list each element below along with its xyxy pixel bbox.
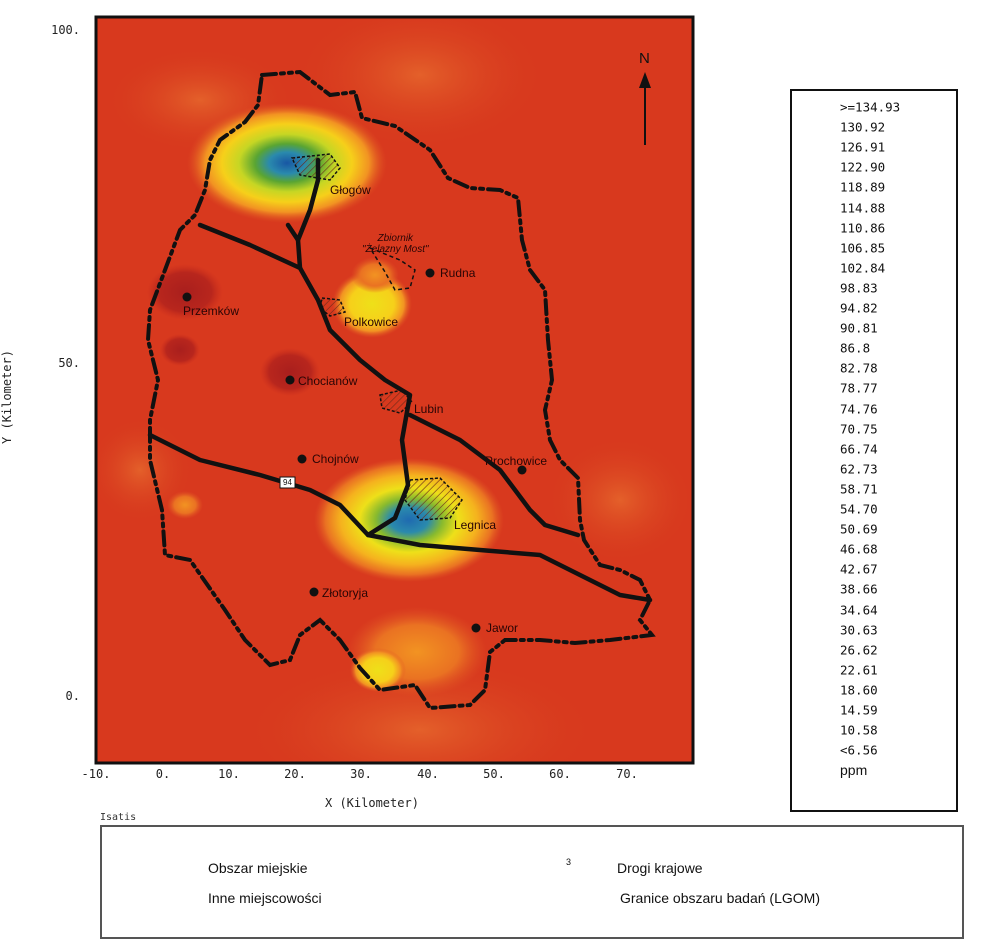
legend-boundary-label: Granice obszaru badań (LGOM) — [620, 890, 820, 906]
place-label-przemkow: Przemków — [183, 304, 240, 318]
study-boundary — [145, 69, 656, 711]
colorbar-level-label: 78.77 — [840, 380, 878, 396]
x-tick-label: -10. — [81, 767, 111, 781]
colorbar-level-label: 26.62 — [840, 642, 878, 658]
colorbar-level-label: 54.70 — [840, 501, 878, 517]
legend-places-label: Inne miejscowości — [208, 890, 322, 906]
x-tick-label: 60. — [549, 767, 571, 781]
colorbar-level-label: 118.89 — [840, 179, 886, 195]
legend-road-sign-label: 3 — [566, 857, 572, 867]
colorbar-level-label: 30.63 — [840, 622, 878, 638]
software-label: Isatis — [100, 812, 137, 823]
colorbar-level-label: 98.83 — [840, 280, 878, 296]
colorbar-level-label: 86.8 — [840, 340, 871, 356]
y-tick-label: 50. — [58, 356, 80, 370]
legend-urban-label: Obszar miejskie — [208, 860, 308, 876]
colorbar-level-label: 14.59 — [840, 702, 878, 718]
colorbar-level-label: 42.67 — [840, 561, 878, 577]
place-label-legnica: Legnica — [454, 518, 497, 532]
colorbar-level-label: 62.73 — [840, 461, 878, 477]
place-label-glogow: Głogów — [330, 183, 371, 197]
x-tick-label: 70. — [616, 767, 638, 781]
colorbar-panel — [790, 89, 958, 812]
x-axis-title: X (Kilometer) — [325, 796, 419, 810]
plot-frame — [94, 15, 695, 765]
colorbar-level-label: 126.91 — [840, 139, 886, 155]
place-label-prochowice: Prochowice — [485, 454, 548, 468]
place-label-polkowice: Polkowice — [344, 315, 399, 329]
place-label-chojnow: Chojnów — [312, 452, 359, 466]
legend-roads-label: Drogi krajowe — [617, 860, 703, 876]
place-label-zlotoryja: Złotoryja — [322, 586, 369, 600]
colorbar-level-label: 38.66 — [840, 581, 878, 597]
colorbar-unit: ppm — [840, 762, 868, 778]
road-number-label: 94 — [283, 478, 292, 487]
colorbar-level-label: 74.76 — [840, 401, 878, 417]
colorbar-level-label: 130.92 — [840, 119, 886, 135]
x-tick-label: 50. — [483, 767, 505, 781]
road-sign — [279, 476, 296, 489]
colorbar-level-label: 10.58 — [840, 722, 878, 738]
place-label-lubin: Lubin — [414, 402, 444, 416]
north-arrow-icon — [639, 72, 651, 145]
legend-panel — [100, 825, 964, 939]
colorbar-level-label: >=134.93 — [840, 99, 901, 115]
colorbar-level-label: 90.81 — [840, 320, 878, 336]
colorbar-level-label: 114.88 — [840, 200, 886, 216]
colorbar-level-label: 110.86 — [840, 220, 886, 236]
concentration-surface — [96, 17, 693, 763]
x-tick-label: 0. — [155, 767, 171, 781]
town-dots — [182, 268, 527, 633]
colorbar-level-label: <6.56 — [840, 742, 878, 758]
colorbar-level-label: 50.69 — [840, 521, 878, 537]
y-tick-label: 100. — [51, 23, 80, 37]
north-label: N — [639, 50, 650, 67]
colorbar-level-label: 102.84 — [840, 260, 886, 276]
colorbar-level-label: 70.75 — [840, 421, 878, 437]
place-label-zbiornik: Zbiornik "Żelazny Most" — [362, 233, 429, 255]
colorbar-level-label: 34.64 — [840, 602, 878, 618]
y-tick-label: 0. — [65, 689, 80, 703]
colorbar-level-label: 94.82 — [840, 300, 878, 316]
y-axis-title: Y (Kilometer) — [0, 350, 14, 444]
colorbar-level-label: 22.61 — [840, 662, 878, 678]
place-label-rudna: Rudna — [440, 266, 476, 280]
x-tick-label: 10. — [218, 767, 240, 781]
colorbar-level-label: 18.60 — [840, 682, 878, 698]
x-tick-label: 30. — [350, 767, 372, 781]
colorbar-level-label: 82.78 — [840, 360, 878, 376]
colorbar-level-label: 106.85 — [840, 240, 886, 256]
national-roads — [147, 157, 653, 603]
x-tick-label: 40. — [417, 767, 439, 781]
colorbar-level-label: 46.68 — [840, 541, 878, 557]
x-tick-label: 20. — [284, 767, 306, 781]
colorbar-level-label: 122.90 — [840, 159, 886, 175]
place-label-jawor: Jawor — [486, 621, 519, 635]
place-label-chocianow: Chocianów — [298, 374, 358, 388]
colorbar-level-label: 66.74 — [840, 441, 878, 457]
colorbar-level-label: 58.71 — [840, 481, 878, 497]
